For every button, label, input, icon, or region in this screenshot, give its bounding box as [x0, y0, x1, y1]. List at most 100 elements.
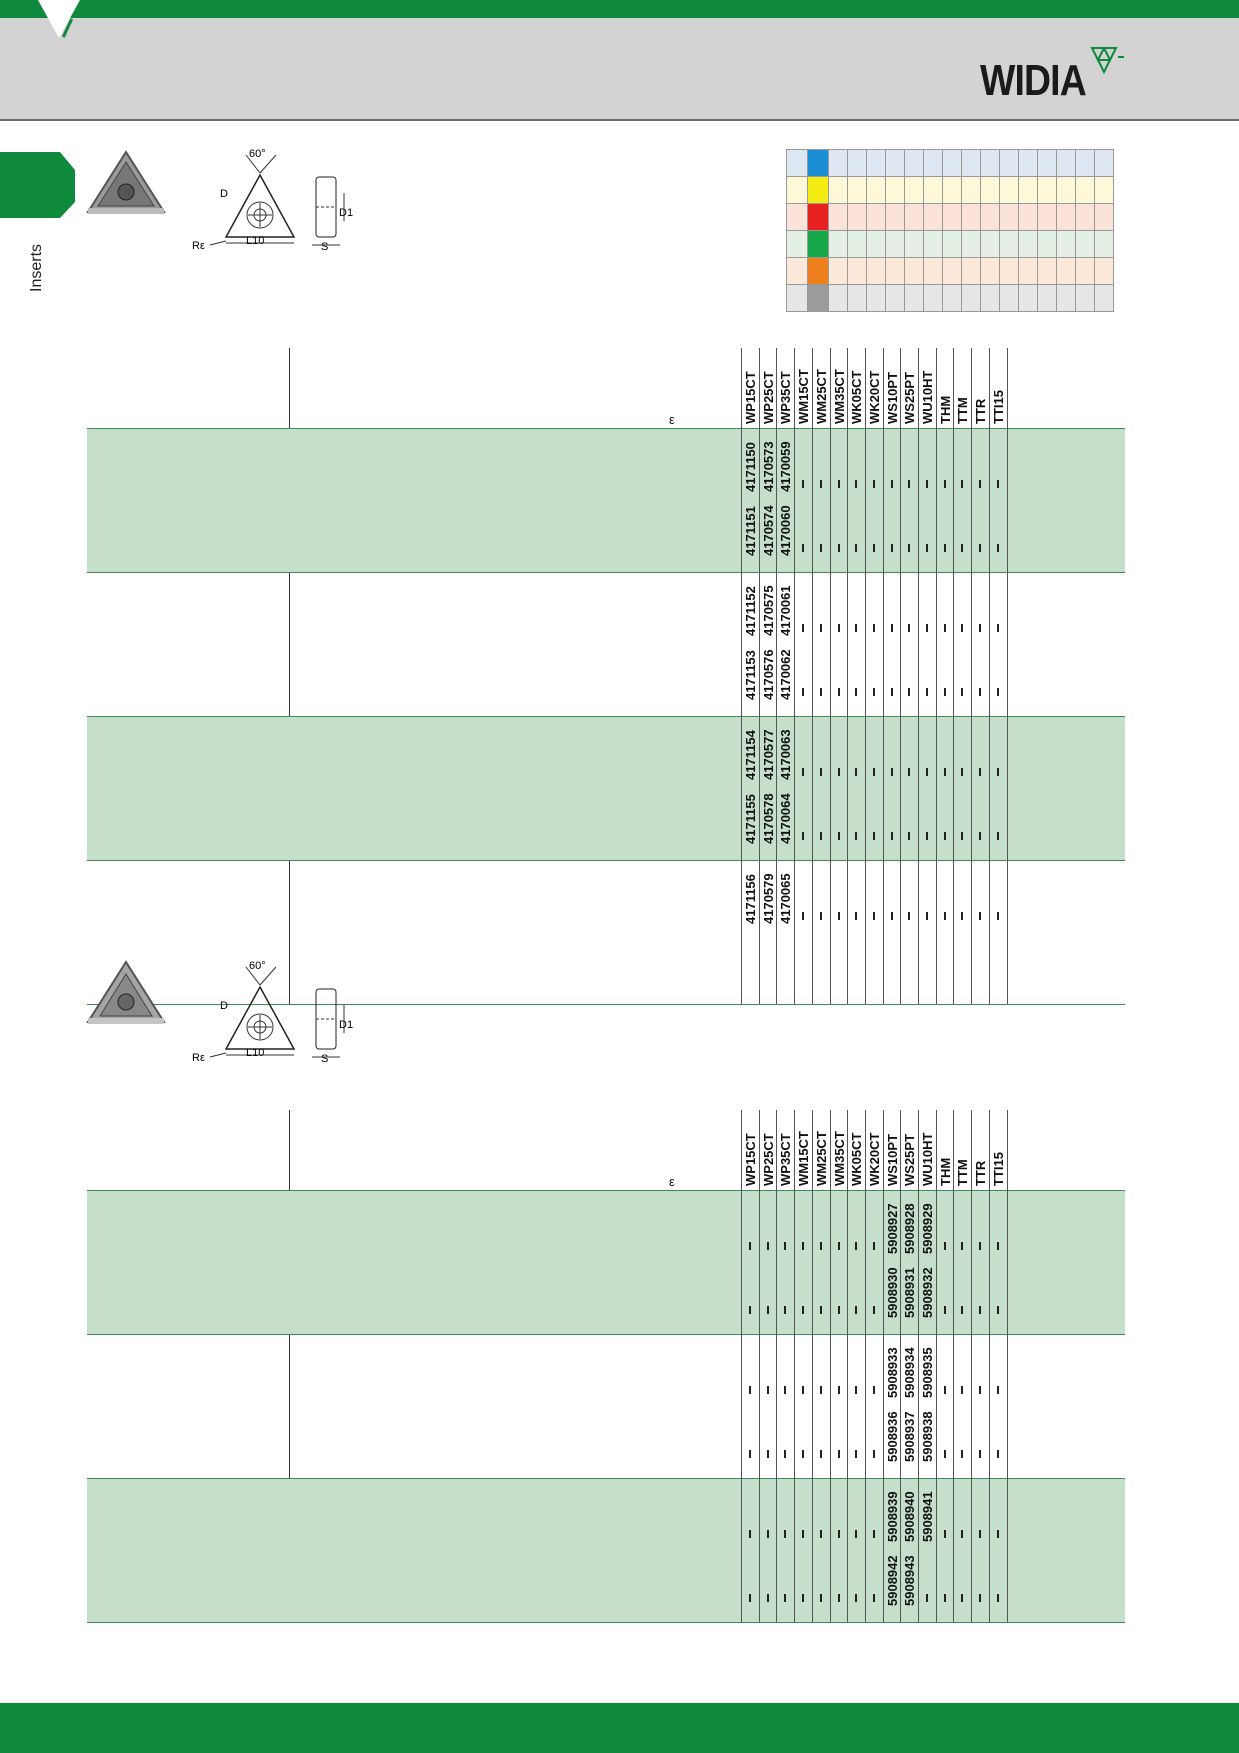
legend-cell — [1094, 176, 1114, 204]
table-bottom-rule — [87, 1622, 1125, 1623]
empty-cell-dash — [943, 1594, 946, 1602]
legend-cell — [980, 284, 1000, 312]
empty-cell-dash — [855, 544, 858, 552]
grade-header: WP35CT — [778, 371, 794, 424]
top-accent-bar — [0, 0, 1239, 18]
legend-cell — [885, 257, 905, 285]
order-number: 4170578 — [760, 793, 776, 844]
legend-cell — [1075, 257, 1095, 285]
order-number: 4170063 — [778, 729, 794, 780]
order-number: 4171150 — [743, 442, 758, 492]
empty-cell-dash — [766, 1450, 769, 1458]
legend-cell — [923, 230, 943, 258]
grade-column-line — [794, 1110, 796, 1622]
grade-column-line — [829, 1110, 831, 1622]
grade-column-line — [794, 348, 796, 1004]
legend-row-lead — [786, 284, 808, 312]
empty-cell-dash — [872, 1530, 875, 1538]
grade-header: WM15CT — [796, 1131, 812, 1186]
grade-header: WS10PT — [884, 1133, 900, 1186]
order-number: 4170061 — [778, 585, 794, 636]
empty-cell-dash — [926, 1594, 928, 1602]
empty-cell-dash — [802, 1242, 805, 1250]
grade-column-line — [758, 348, 760, 1004]
empty-cell-dash — [819, 912, 822, 920]
legend-cell — [866, 257, 886, 285]
legend-cell — [904, 149, 924, 177]
empty-cell-dash — [784, 1450, 787, 1458]
legend-cell — [828, 149, 848, 177]
order-number: 5908930 — [884, 1267, 900, 1318]
grade-column-line — [988, 1110, 990, 1622]
grade-column-line — [864, 348, 866, 1004]
grade-header: WP25CT — [760, 371, 776, 424]
grade-header: WU10HT — [920, 370, 935, 424]
legend-cell — [923, 176, 943, 204]
order-number: 5908938 — [920, 1411, 935, 1462]
legend-cell — [1018, 176, 1038, 204]
empty-cell-dash — [837, 688, 840, 696]
grade-column-line — [811, 1110, 813, 1622]
order-number: 4170577 — [760, 729, 776, 780]
order-number: 4171152 — [743, 586, 758, 636]
svg-text:Rε: Rε — [192, 1052, 205, 1064]
order-number: 5908941 — [920, 1491, 935, 1542]
empty-cell-dash — [819, 624, 822, 632]
empty-cell-dash — [979, 1450, 982, 1458]
legend-cell — [885, 176, 905, 204]
empty-cell-dash — [855, 1242, 858, 1250]
empty-cell-dash — [996, 1242, 999, 1250]
order-number: 5908936 — [884, 1411, 900, 1462]
legend-cell — [999, 230, 1019, 258]
legend-color-swatch — [807, 176, 829, 204]
insert-photo-1 — [86, 150, 166, 214]
grade-header: WM35CT — [831, 369, 847, 424]
empty-cell-dash — [819, 544, 822, 552]
grade-header: WP15CT — [743, 1133, 758, 1186]
svg-text:60°: 60° — [249, 148, 266, 160]
empty-cell-dash — [837, 1530, 840, 1538]
table-row — [87, 1478, 1125, 1623]
empty-cell-dash — [802, 624, 805, 632]
empty-cell-dash — [890, 544, 893, 552]
empty-cell-dash — [855, 912, 858, 920]
legend-cell — [847, 230, 867, 258]
empty-cell-dash — [837, 768, 840, 776]
page-header — [0, 18, 1239, 121]
grade-column-line — [918, 348, 919, 1004]
order-number: 5908943 — [902, 1555, 918, 1606]
grade-column-line — [918, 1110, 919, 1622]
empty-cell-dash — [872, 832, 875, 840]
empty-cell-dash — [855, 624, 858, 632]
legend-cell — [923, 284, 943, 312]
section-label: Inserts — [28, 243, 45, 292]
empty-cell-dash — [837, 544, 840, 552]
legend-cell — [904, 176, 924, 204]
legend-color-swatch — [807, 203, 829, 231]
legend-cell — [999, 284, 1019, 312]
empty-cell-dash — [943, 1530, 946, 1538]
empty-cell-dash — [943, 688, 946, 696]
grade-column-line — [882, 1110, 884, 1622]
empty-cell-dash — [784, 1386, 787, 1394]
grade-column-line — [847, 1110, 849, 1622]
legend-cell — [942, 203, 962, 231]
grade-header: TTM — [955, 397, 971, 424]
legend-cell — [1056, 176, 1076, 204]
grade-header: TTM — [955, 1159, 971, 1186]
empty-cell-dash — [996, 1450, 999, 1458]
empty-cell-dash — [872, 480, 875, 488]
empty-cell-dash — [802, 1450, 805, 1458]
empty-cell-dash — [979, 1530, 982, 1538]
legend-cell — [980, 149, 1000, 177]
order-number: 4171155 — [743, 794, 758, 844]
empty-cell-dash — [837, 1450, 840, 1458]
grade-header: TTI15 — [990, 390, 1006, 424]
legend-cell — [847, 284, 867, 312]
empty-cell-dash — [926, 480, 928, 488]
grade-header: WM35CT — [831, 1131, 847, 1186]
grade-column-line — [741, 348, 742, 1004]
legend-cell — [1037, 203, 1057, 231]
legend-cell — [1018, 284, 1038, 312]
legend-cell — [1056, 257, 1076, 285]
